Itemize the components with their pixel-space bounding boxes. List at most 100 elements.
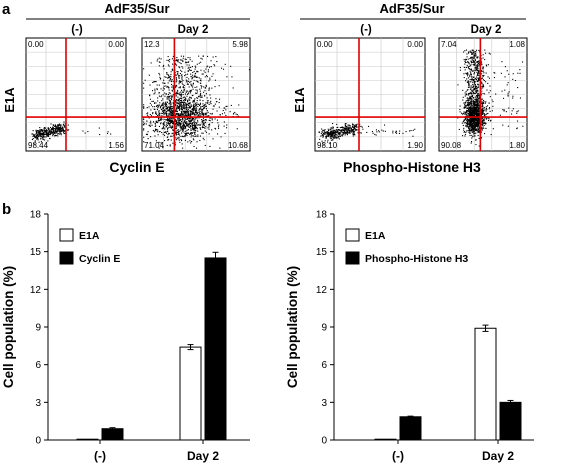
flow-dot xyxy=(195,73,197,75)
flow-dot xyxy=(481,124,483,126)
flow-dot xyxy=(176,107,178,109)
flow-dot xyxy=(176,120,178,122)
flow-dot xyxy=(176,111,178,113)
flow-dot xyxy=(159,104,161,106)
flow-dot xyxy=(189,96,191,98)
flow-dot xyxy=(196,100,198,102)
flow-dot xyxy=(474,107,476,109)
flow-dot xyxy=(473,112,475,114)
flow-dot xyxy=(468,99,470,101)
flow-dot xyxy=(187,93,189,95)
flow-dot xyxy=(402,132,404,134)
flow-dot xyxy=(223,125,225,127)
flow-dot xyxy=(189,89,191,91)
flow-dot xyxy=(198,111,200,113)
flow-dot xyxy=(64,132,66,134)
flow-dot xyxy=(503,109,505,111)
flow-dot xyxy=(159,114,161,116)
flow-dot xyxy=(107,131,109,133)
flow-dot xyxy=(211,113,213,115)
flow-dot xyxy=(183,96,185,98)
flow-dot xyxy=(175,110,177,112)
flow-dot xyxy=(484,49,486,51)
flow-dot xyxy=(471,131,473,133)
flow-dot xyxy=(484,102,486,104)
flow-dot xyxy=(482,85,484,87)
flow-dot xyxy=(179,80,181,82)
flow-dot xyxy=(207,111,209,113)
flow-dot xyxy=(182,129,184,131)
flow-dot xyxy=(466,104,468,106)
flow-dot xyxy=(329,132,331,134)
flow-dot xyxy=(190,122,192,124)
flow-dot xyxy=(205,84,207,86)
flow-dot xyxy=(474,88,476,90)
flow-dot xyxy=(481,109,483,111)
flow-dot xyxy=(477,119,479,121)
flow-dot xyxy=(471,119,473,121)
flow-dot xyxy=(475,101,477,103)
flow-dot xyxy=(199,127,201,129)
flow-dot xyxy=(474,124,476,126)
flow-dot xyxy=(57,133,59,135)
flow-dot xyxy=(183,87,185,89)
flow-dot xyxy=(477,125,479,127)
flow-dot xyxy=(63,121,65,123)
flow-dot xyxy=(479,98,481,100)
flow-dot xyxy=(189,118,191,120)
flow-dot xyxy=(39,134,41,136)
flow-dot xyxy=(202,105,204,107)
flow-dot xyxy=(482,119,484,121)
flow-dot xyxy=(463,122,465,124)
flow-dot xyxy=(488,102,490,104)
flow-dot xyxy=(468,93,470,95)
flow-dot xyxy=(194,112,196,114)
flow-dot xyxy=(336,127,338,129)
flow-dot xyxy=(472,125,474,127)
flow-dot xyxy=(192,111,194,113)
flow-dot xyxy=(478,102,480,104)
flow-dot xyxy=(155,125,157,127)
flow-dot xyxy=(143,136,145,138)
flow-dot xyxy=(171,68,173,70)
flow-dot xyxy=(326,131,328,133)
flow-dot xyxy=(181,107,183,109)
flow-dot xyxy=(204,119,206,121)
bar-e1a xyxy=(374,438,397,441)
flow-dot xyxy=(167,123,169,125)
flow-dot xyxy=(470,98,472,100)
flow-dot xyxy=(49,130,51,132)
flow-dot xyxy=(184,104,186,106)
flow-dot xyxy=(171,96,173,98)
flow-dot xyxy=(163,123,165,125)
flow-dot xyxy=(481,111,483,113)
legend-swatch xyxy=(345,228,360,242)
flow-dot xyxy=(350,127,352,129)
flow-dot xyxy=(36,135,38,137)
flow-dot xyxy=(193,129,195,131)
flow-dot xyxy=(209,124,211,126)
flow-dot xyxy=(194,119,196,121)
flow-dot xyxy=(161,115,163,117)
quadrant-lower-left-value: 98.10 xyxy=(317,141,338,150)
flow-dot xyxy=(481,108,483,110)
flow-dot xyxy=(153,81,155,83)
flow-dot xyxy=(471,52,473,54)
flow-dot xyxy=(334,130,336,132)
quadrant-upper-left-value: 0.00 xyxy=(317,40,333,49)
flow-dot xyxy=(176,85,178,87)
flow-dot xyxy=(178,87,180,89)
flow-dot xyxy=(516,112,518,114)
flow-dot xyxy=(477,69,479,71)
flow-dot xyxy=(342,131,344,133)
flow-dot xyxy=(59,128,61,130)
flow-dot xyxy=(470,99,472,101)
flow-dot xyxy=(474,67,476,69)
flow-dot xyxy=(193,106,195,108)
flow-dot xyxy=(169,102,171,104)
flow-dot xyxy=(184,99,186,101)
flow-dot xyxy=(493,72,495,74)
flow-dot xyxy=(477,126,479,128)
flow-dot xyxy=(345,131,347,133)
flow-dot xyxy=(155,130,157,132)
